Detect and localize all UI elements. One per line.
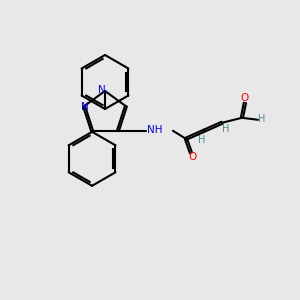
Text: H: H — [258, 114, 266, 124]
Text: H: H — [198, 135, 206, 145]
Text: N: N — [81, 102, 89, 112]
Text: O: O — [241, 93, 249, 103]
Text: N: N — [98, 85, 106, 95]
Text: H: H — [222, 124, 230, 134]
Text: NH: NH — [147, 125, 163, 135]
Text: O: O — [189, 152, 197, 162]
